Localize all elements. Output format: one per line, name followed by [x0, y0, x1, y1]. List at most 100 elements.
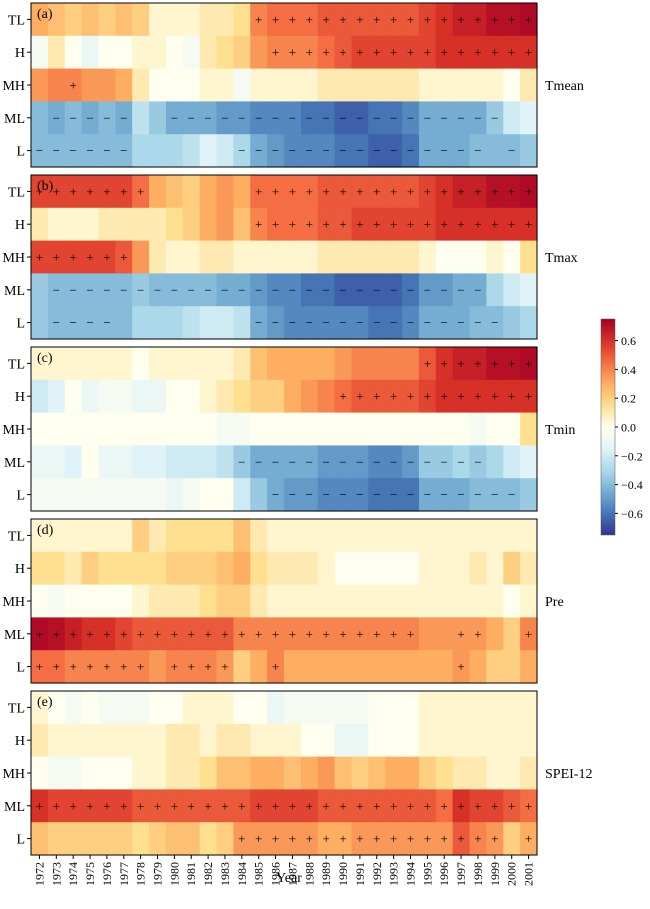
heatmap-cell	[31, 134, 49, 168]
significance-minus: −	[373, 487, 380, 502]
heatmap-cell	[300, 519, 319, 553]
significance-plus: +	[474, 45, 481, 60]
significance-plus: +	[86, 184, 93, 199]
heatmap-cell	[368, 519, 386, 553]
colorbar: 0.6 0.4 0.2 0.0 −0.2 −0.4 −0.6	[600, 318, 643, 536]
heatmap-cell	[165, 306, 184, 340]
heatmap-cell	[233, 412, 251, 446]
panel-tag: (d)	[37, 523, 54, 538]
heatmap-cell	[402, 723, 420, 758]
heatmap-cell	[98, 723, 116, 758]
heatmap-cell	[486, 35, 504, 70]
heatmap-cell	[182, 617, 201, 651]
significance-plus: +	[491, 356, 498, 371]
heatmap-cell	[418, 789, 437, 823]
heatmap-cell	[216, 723, 234, 758]
heatmap-cell	[199, 584, 218, 618]
heatmap-cell	[284, 822, 302, 856]
significance-minus: −	[322, 110, 329, 125]
significance-plus: +	[390, 626, 397, 641]
heatmap-cell	[300, 723, 319, 758]
significance-minus: −	[407, 110, 414, 125]
heatmap-cell	[165, 101, 184, 135]
heatmap-cell	[182, 306, 201, 340]
significance-plus: +	[339, 626, 346, 641]
row-label: ML	[4, 456, 25, 471]
significance-minus: −	[289, 454, 296, 469]
heatmap-cell	[334, 478, 353, 512]
heatmap-cell	[216, 445, 234, 479]
significance-plus: +	[441, 12, 448, 27]
heatmap-cell	[385, 207, 403, 242]
heatmap-cell	[199, 723, 218, 758]
heatmap-cell	[149, 240, 167, 274]
heatmap-cell	[199, 789, 218, 823]
heatmap-cell	[334, 68, 353, 102]
heatmap-cell	[165, 35, 184, 70]
significance-minus: −	[322, 143, 329, 158]
significance-plus: +	[390, 217, 397, 232]
heatmap-cell	[418, 617, 437, 651]
heatmap-cell	[334, 551, 353, 586]
heatmap-cell	[47, 617, 66, 651]
heatmap-cell	[199, 650, 218, 684]
significance-plus: +	[221, 798, 228, 813]
heatmap-cell	[115, 412, 133, 446]
heatmap-cell	[435, 789, 454, 823]
heatmap-cell	[81, 822, 100, 856]
heatmap-cell	[31, 551, 49, 586]
heatmap-cell	[64, 691, 83, 725]
heatmap-cell	[149, 412, 167, 446]
significance-minus: −	[120, 282, 127, 297]
heatmap-cell	[31, 617, 49, 651]
heatmap-cell	[149, 101, 167, 135]
row-label: MH	[2, 423, 25, 438]
significance-plus: +	[424, 45, 431, 60]
significance-minus: −	[120, 143, 127, 158]
heatmap-cell	[115, 584, 133, 618]
heatmap-cell	[199, 822, 218, 856]
significance-minus: −	[53, 110, 60, 125]
heatmap-cell	[418, 306, 437, 340]
heatmap-cell	[435, 35, 454, 70]
heatmap-cell	[31, 240, 49, 274]
heatmap-cell	[385, 445, 403, 479]
heatmap-cell	[216, 347, 234, 381]
panel-variable-name: SPEI-12	[545, 767, 592, 782]
heatmap-cell	[284, 273, 302, 307]
significance-plus: +	[491, 798, 498, 813]
significance-plus: +	[474, 626, 481, 641]
heatmap-cell	[351, 617, 369, 651]
heatmap-cell	[233, 445, 251, 479]
significance-minus: −	[339, 454, 346, 469]
significance-plus: +	[525, 217, 532, 232]
heatmap-cell	[64, 68, 83, 102]
heatmap-cell	[165, 478, 184, 512]
heatmap-cell	[31, 3, 49, 37]
significance-minus: −	[272, 110, 279, 125]
heatmap-cell	[81, 723, 100, 758]
heatmap-cell	[486, 691, 504, 725]
heatmap-cell	[216, 822, 234, 856]
significance-minus: −	[356, 487, 363, 502]
heatmap-cell	[81, 35, 100, 70]
heatmap-cell	[435, 379, 454, 414]
heatmap-cell	[115, 347, 133, 381]
x-tick-label: 1991	[353, 862, 367, 886]
heatmap-cell	[182, 379, 201, 414]
heatmap-cell	[351, 207, 369, 242]
significance-plus: +	[137, 626, 144, 641]
heatmap-cell	[520, 789, 538, 823]
heatmap-cell	[520, 3, 538, 37]
significance-plus: +	[69, 626, 76, 641]
heatmap-cell	[385, 101, 403, 135]
significance-plus: +	[306, 12, 313, 27]
heatmap-cell	[486, 551, 504, 586]
significance-minus: −	[457, 110, 464, 125]
heatmap-cell	[47, 3, 66, 37]
significance-minus: −	[322, 282, 329, 297]
heatmap-cell	[182, 822, 201, 856]
heatmap-cell	[149, 617, 167, 651]
heatmap-cell	[98, 519, 116, 553]
significance-plus: +	[474, 831, 481, 846]
